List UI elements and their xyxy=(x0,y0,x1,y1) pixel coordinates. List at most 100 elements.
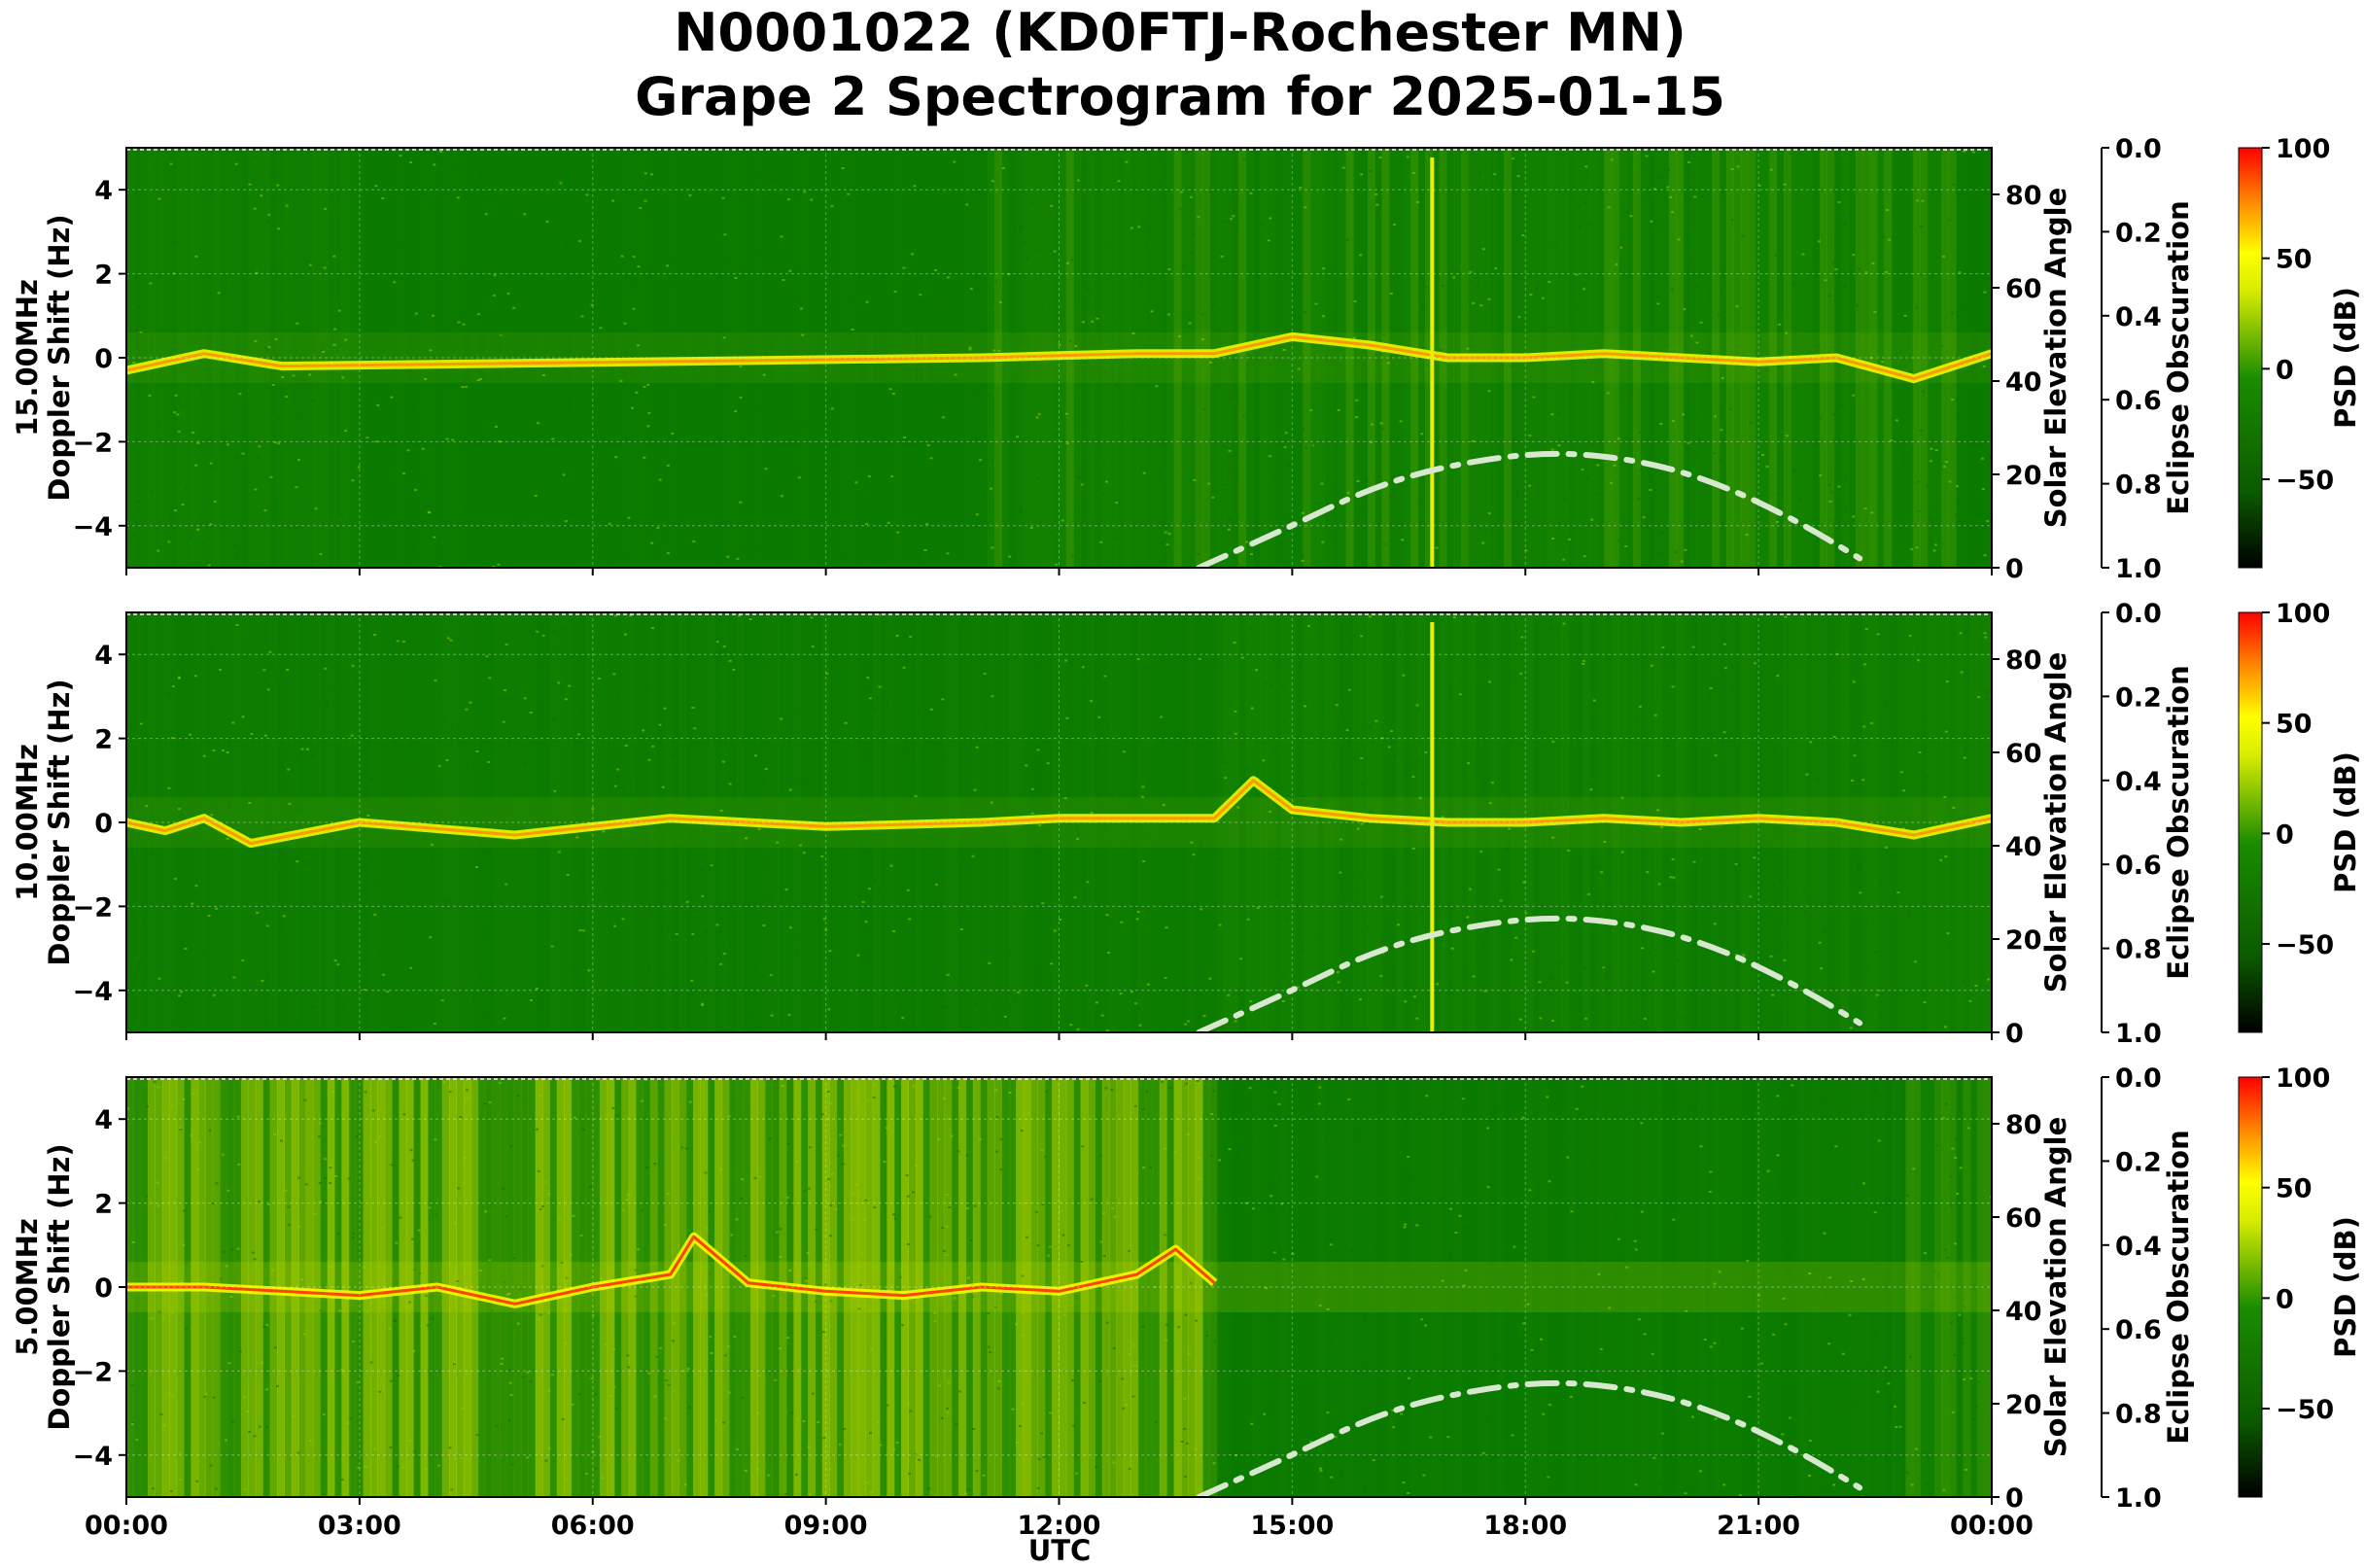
spectro-speckle xyxy=(1161,524,1165,527)
spectro-stripe xyxy=(1381,148,1390,568)
spectro-speckle xyxy=(364,1091,367,1094)
spectro-stripe xyxy=(1725,1077,1734,1497)
spectro-speckle xyxy=(453,1361,457,1364)
spectro-speckle xyxy=(562,473,566,476)
spectro-speckle xyxy=(1652,970,1655,973)
spectro-speckle xyxy=(1878,988,1882,991)
eclipse-tick-label: 0.6 xyxy=(2115,851,2162,881)
spectro-speckle xyxy=(1144,244,1148,247)
spectro-speckle xyxy=(906,1243,910,1245)
spectro-speckle xyxy=(1709,1170,1713,1173)
spectro-speckle xyxy=(1981,488,1985,491)
spectro-speckle xyxy=(231,1420,235,1423)
spectro-speckle xyxy=(621,918,625,921)
spectro-stripe xyxy=(1245,1077,1254,1497)
spectro-speckle xyxy=(577,1393,581,1396)
spectro-speckle xyxy=(945,1006,949,1009)
spectro-speckle xyxy=(1424,1324,1427,1327)
spectro-speckle xyxy=(1591,381,1595,384)
spectro-speckle xyxy=(705,1294,709,1297)
spectro-speckle xyxy=(929,457,933,460)
spectro-stripe xyxy=(1216,612,1225,1032)
spectro-speckle xyxy=(1915,306,1919,309)
spectro-speckle xyxy=(627,1117,630,1120)
spectro-speckle xyxy=(265,1323,269,1326)
spectro-speckle xyxy=(437,1464,440,1467)
spectro-speckle xyxy=(521,1376,525,1378)
spectro-speckle xyxy=(530,999,533,1001)
spectro-speckle xyxy=(516,1095,520,1098)
spectro-speckle xyxy=(1102,465,1106,468)
spectro-speckle xyxy=(1877,1139,1881,1142)
spectro-stripe xyxy=(1862,612,1870,1032)
spectro-speckle xyxy=(347,1177,351,1180)
spectro-speckle xyxy=(409,1149,413,1152)
spectro-speckle xyxy=(173,411,177,414)
spectro-speckle xyxy=(1472,301,1476,304)
spectro-speckle xyxy=(1817,240,1821,243)
spectro-speckle xyxy=(649,909,653,912)
spectro-speckle xyxy=(329,1182,332,1184)
spectro-speckle xyxy=(983,335,987,338)
spectro-speckle xyxy=(263,734,267,737)
spectro-speckle xyxy=(646,383,650,386)
spectro-speckle xyxy=(1919,430,1923,432)
spectro-stripe xyxy=(1625,1077,1634,1497)
spectro-speckle xyxy=(1639,914,1643,917)
spectro-speckle xyxy=(983,673,987,676)
spectro-speckle xyxy=(1064,412,1068,415)
spectro-speckle xyxy=(1569,1395,1573,1398)
spectro-speckle xyxy=(1063,1018,1067,1021)
x-tick-label: 15:00 xyxy=(1250,1511,1334,1541)
spectro-speckle xyxy=(414,489,417,491)
spectro-speckle xyxy=(1801,253,1805,256)
spectro-speckle xyxy=(271,384,275,386)
spectro-speckle xyxy=(329,1165,332,1167)
spectro-stripe xyxy=(880,1077,887,1497)
spectro-speckle xyxy=(268,650,272,653)
spectro-stripe xyxy=(1712,1077,1720,1497)
spectro-speckle xyxy=(429,936,433,939)
colorbar-tick-label: −50 xyxy=(2276,1395,2334,1425)
spectro-speckle xyxy=(565,1079,569,1082)
spectro-speckle xyxy=(139,331,143,333)
spectro-speckle xyxy=(174,241,178,244)
spectro-speckle xyxy=(1783,958,1787,961)
spectro-speckle xyxy=(1167,268,1171,270)
spectro-speckle xyxy=(1411,171,1415,174)
spectro-speckle xyxy=(1273,1091,1277,1094)
spectro-speckle xyxy=(1246,901,1250,904)
spectro-speckle xyxy=(406,449,410,452)
spectro-speckle xyxy=(1379,975,1383,978)
spectro-speckle xyxy=(1876,1390,1880,1393)
spectro-stripe xyxy=(499,612,507,1032)
spectro-speckle xyxy=(1399,632,1402,635)
spectro-stripe xyxy=(1324,612,1333,1032)
spectro-speckle xyxy=(1086,681,1090,684)
spectro-speckle xyxy=(198,1141,202,1144)
spectro-speckle xyxy=(946,552,950,555)
spectro-speckle xyxy=(1277,1102,1281,1105)
spectro-speckle xyxy=(1939,858,1943,861)
spectro-speckle xyxy=(1720,429,1723,432)
spectro-speckle xyxy=(288,802,292,805)
spectro-speckle xyxy=(1834,1145,1838,1148)
spectro-speckle xyxy=(1050,204,1054,207)
spectro-stripe xyxy=(1482,1077,1490,1497)
spectro-speckle xyxy=(1971,151,1975,154)
spectro-speckle xyxy=(478,174,482,177)
spectro-speckle xyxy=(602,830,606,833)
spectro-speckle xyxy=(1042,1456,1046,1459)
spectro-speckle xyxy=(286,669,290,671)
spectro-stripe xyxy=(155,612,163,1032)
spectro-speckle xyxy=(1977,696,1981,698)
spectro-speckle xyxy=(1020,511,1024,513)
spectro-speckle xyxy=(1184,1023,1188,1026)
spectro-stripe xyxy=(1475,1077,1483,1497)
spectro-speckle xyxy=(873,1206,877,1208)
colorbar-tick-label: 50 xyxy=(2276,710,2313,740)
spectro-speckle xyxy=(856,954,860,957)
spectro-speckle xyxy=(1424,750,1428,753)
spectro-speckle xyxy=(1315,1175,1319,1178)
spectro-speckle xyxy=(169,1490,173,1492)
